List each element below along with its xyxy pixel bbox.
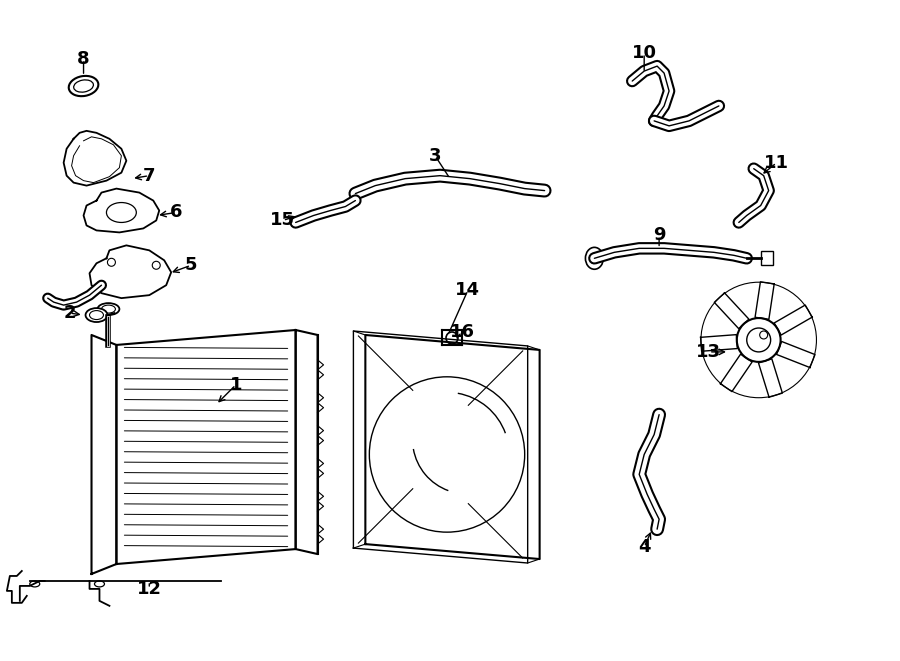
- Text: 10: 10: [632, 44, 657, 62]
- Polygon shape: [84, 188, 159, 233]
- Text: 13: 13: [697, 343, 722, 361]
- Ellipse shape: [97, 303, 120, 315]
- Polygon shape: [89, 245, 171, 298]
- Circle shape: [446, 332, 458, 344]
- Text: 7: 7: [143, 167, 156, 184]
- Circle shape: [737, 318, 780, 362]
- Text: 2: 2: [63, 304, 76, 322]
- Text: 11: 11: [764, 154, 789, 172]
- Text: 6: 6: [170, 204, 183, 221]
- Text: 1: 1: [230, 375, 242, 394]
- Text: 3: 3: [428, 147, 441, 165]
- Ellipse shape: [585, 247, 603, 269]
- Text: 8: 8: [77, 50, 90, 68]
- Ellipse shape: [68, 76, 98, 97]
- Ellipse shape: [86, 308, 107, 322]
- Text: 4: 4: [638, 538, 651, 556]
- Text: 5: 5: [184, 256, 197, 274]
- Text: 16: 16: [449, 323, 474, 341]
- Text: 14: 14: [455, 281, 481, 299]
- Text: 9: 9: [652, 227, 665, 245]
- Text: 12: 12: [137, 580, 162, 598]
- Text: 15: 15: [270, 212, 295, 229]
- Bar: [760, 251, 772, 265]
- Polygon shape: [64, 131, 126, 186]
